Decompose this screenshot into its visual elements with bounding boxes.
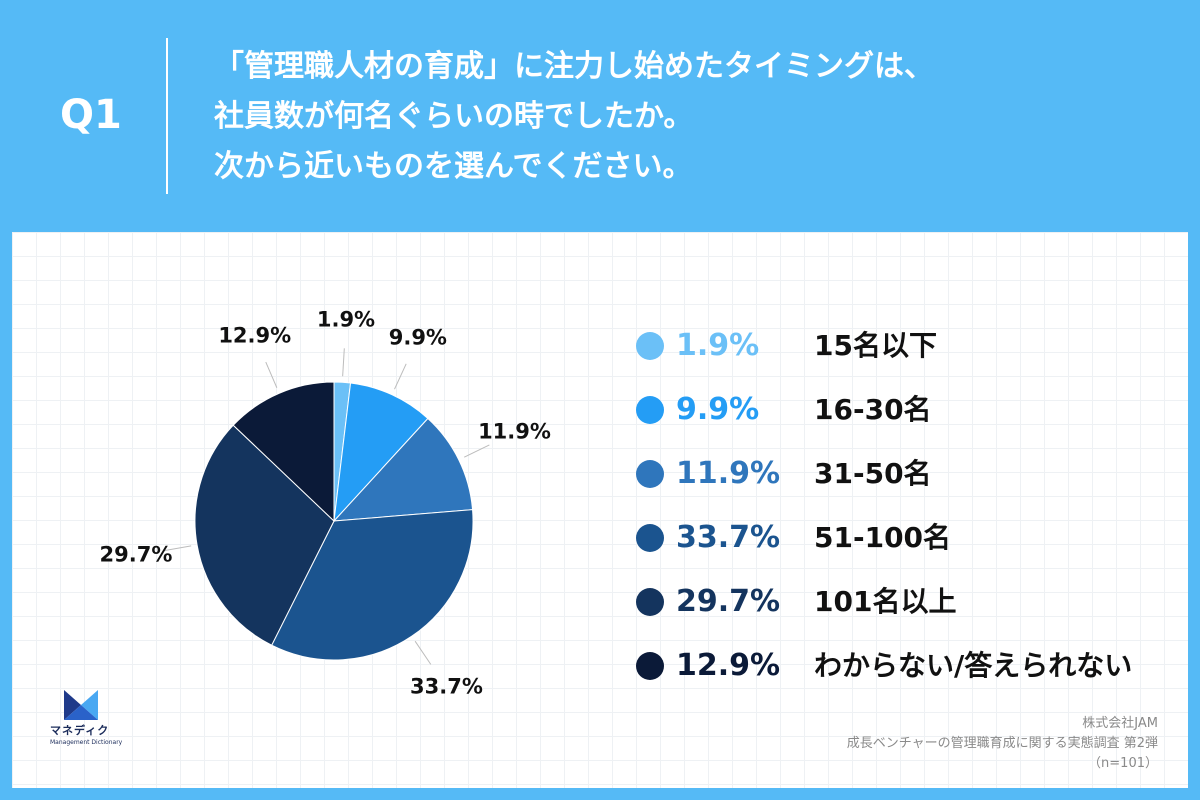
leader-line [414, 640, 432, 665]
legend-label: 101名以上 [814, 585, 957, 618]
legend-marker-icon [636, 332, 664, 360]
legend-value: 1.9% [676, 328, 760, 363]
leader-line [342, 348, 345, 377]
question-text: 「管理職人材の育成」に注力し始めたタイミングは、 社員数が何名ぐらいの時でしたか… [214, 42, 934, 192]
data-label: 12.9% [218, 323, 291, 347]
source-note: 株式会社JAM 成長ベンチャーの管理職育成に関する実態調査 第2弾 （n=101… [847, 714, 1158, 774]
data-label: 29.7% [100, 543, 173, 567]
legend-value: 12.9% [676, 648, 781, 683]
source-survey: 成長ベンチャーの管理職育成に関する実態調査 第2弾 [846, 736, 1158, 751]
legend-marker-icon [636, 396, 664, 424]
question-number: Q1 [60, 92, 122, 138]
pie-chart: 1.9% 9.9% 11.9% 33.7% 29.7% 12.9% [100, 307, 551, 699]
source-company: 株式会社JAM [1082, 716, 1158, 731]
leader-line [163, 545, 192, 552]
legend-marker-icon [636, 588, 664, 616]
legend-label: 31-50名 [814, 457, 932, 490]
question-line-1: 「管理職人材の育成」に注力し始めたタイミングは、 [214, 49, 934, 84]
legend-value: 33.7% [676, 520, 781, 555]
pie-slice [194, 424, 335, 646]
logo-subtitle: Management Dictionary [50, 739, 123, 746]
legend-value: 11.9% [676, 456, 781, 491]
pie-slice [232, 381, 335, 523]
source-sample: （n=101） [1088, 756, 1158, 771]
legend-marker-icon [636, 460, 664, 488]
chart-panel: 1.9% 9.9% 11.9% 33.7% 29.7% 12.9% 1.9% 15名以下 9.… [12, 232, 1188, 788]
legend-label: 51-100名 [814, 521, 952, 554]
question-line-3: 次から近いものを選んでください。 [214, 149, 693, 184]
logo-mark-icon [64, 690, 98, 720]
legend-marker-icon [636, 524, 664, 552]
legend-marker-icon [636, 652, 664, 680]
legend-label: 15名以下 [814, 329, 937, 362]
leader-line [394, 363, 407, 390]
leader-line [463, 444, 490, 458]
data-label: 1.9% [317, 307, 375, 331]
legend-label: 16-30名 [814, 393, 932, 426]
pie-slice [332, 417, 474, 522]
legend-value: 29.7% [676, 584, 781, 619]
pie-slice [333, 382, 429, 523]
header: Q1 「管理職人材の育成」に注力し始めたタイミングは、 社員数が何名ぐらいの時で… [0, 0, 1200, 232]
logo-text: マネディク [50, 724, 110, 737]
question-line-2: 社員数が何名ぐらいの時でしたか。 [214, 99, 694, 134]
data-label: 9.9% [389, 325, 447, 349]
leader-line [265, 361, 278, 388]
data-label: 11.9% [478, 420, 551, 444]
logo: マネディク Management Dictionary [50, 690, 142, 746]
legend-value: 9.9% [676, 392, 760, 427]
data-label: 33.7% [410, 675, 483, 699]
pie-slice [270, 509, 474, 661]
legend-label: わからない/答えられない [814, 649, 1133, 682]
header-divider [166, 38, 168, 194]
